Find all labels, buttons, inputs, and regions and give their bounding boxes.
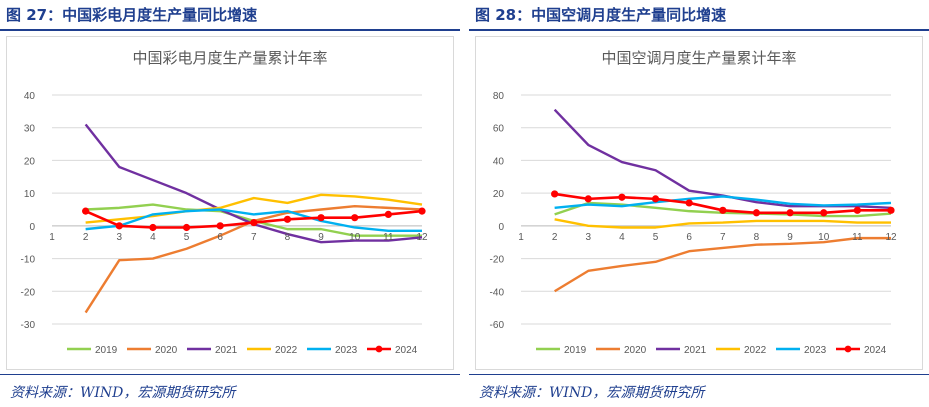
- tv-series-point-2024: [384, 210, 392, 219]
- left-source-note: 资料来源：WIND，宏源期货研究所: [10, 385, 236, 401]
- ac-x-tick-label: 11: [852, 232, 863, 243]
- tv-y-tick-label: 0: [29, 222, 35, 233]
- left-bottom-rule: [0, 374, 460, 375]
- right-chart: 中国空调月度生产量累计年率 -60 -40 -20 0 20 40 60 80 1 2 3 4 5 6 7 8 9…: [475, 36, 923, 370]
- ac-y-tick-label: -20: [490, 255, 505, 266]
- ac-legend-label-2024: 2024: [864, 345, 887, 356]
- tv-x-tick-label: 12: [416, 232, 428, 243]
- ac-series-point-2024: [853, 206, 861, 214]
- left-figure-title: 图 27：中国彩电月度生产量同比增速: [6, 6, 258, 24]
- tv-series-point-2024: [82, 207, 90, 215]
- ac-series-line-2023: [554, 195, 892, 210]
- tv-legend-label-2021: 2021: [215, 345, 238, 356]
- ac-x-tick-label: 8: [754, 232, 760, 243]
- ac-x-tick-label: 4: [619, 232, 625, 243]
- tv-y-tick-label: 20: [24, 156, 36, 167]
- right-figure-title: 图 28：中国空调月度生产量同比增速: [475, 6, 727, 24]
- tv-x-tick-label: 7: [251, 232, 257, 243]
- ac-x-tick-label: 7: [720, 232, 726, 243]
- ac-series-point-2024: [584, 195, 592, 203]
- tv-series-point-2024: [418, 207, 426, 215]
- ac-legend-label-2023: 2023: [804, 345, 827, 356]
- tv-x-tick-label: 4: [150, 232, 156, 243]
- tv-x-tick-label: 2: [83, 232, 89, 243]
- tv-y-tick-label: 30: [24, 124, 36, 135]
- tv-x-tick-label: 5: [184, 232, 190, 243]
- ac-y-tick-label: 0: [498, 222, 504, 233]
- left-figure-panel: 图 27：中国彩电月度生产量同比增速 中国彩电月度生产量累计年率 -30 -20 -1…: [0, 0, 460, 407]
- ac-legend-label-2019: 2019: [564, 345, 587, 356]
- left-chart: 中国彩电月度生产量累计年率 -30 -20 -10 0 10 20 30 40 1 2 3 4 5 6 7 8 9…: [6, 36, 454, 370]
- tv-y-tick-label: 40: [24, 91, 36, 102]
- tv-x-tick-label: 9: [318, 232, 324, 243]
- tv-legend-label-2020: 2020: [155, 345, 178, 356]
- ac-chart-title: 中国空调月度生产量累计年率: [601, 49, 796, 67]
- ac-series-point-2024: [685, 199, 693, 207]
- ac-legend-label-2020: 2020: [624, 345, 647, 356]
- tv-x-tick-label: 1: [49, 232, 55, 243]
- ac-series-point-2024: [752, 209, 761, 217]
- tv-x-tick-label: 8: [285, 232, 291, 243]
- tv-series-point-2024: [317, 214, 325, 222]
- ac-series-point-2024: [820, 209, 828, 217]
- tv-chart-title: 中国彩电月度生产量累计年率: [132, 49, 327, 67]
- right-source-note: 资料来源：WIND，宏源期货研究所: [479, 385, 705, 401]
- ac-series-point-2024: [651, 195, 660, 203]
- tv-legend-label-2022: 2022: [275, 345, 298, 356]
- tv-y-tick-label: -20: [21, 287, 36, 298]
- tv-y-tick-label: 10: [24, 189, 36, 200]
- ac-x-tick-label: 1: [518, 232, 524, 243]
- tv-series-point-2024: [182, 223, 191, 232]
- right-figure-panel: 图 28：中国空调月度生产量同比增速 中国空调月度生产量累计年率 -60 -40 -2…: [469, 0, 929, 407]
- ac-legend-marker: [844, 345, 852, 353]
- tv-x-tick-label: 3: [116, 232, 122, 243]
- ac-legend-label-2021: 2021: [684, 345, 707, 356]
- ac-y-tick-label: 20: [493, 189, 505, 200]
- ac-x-tick-label: 12: [885, 232, 897, 243]
- ac-y-tick-label: 40: [493, 156, 505, 167]
- ac-y-tick-label: 80: [493, 91, 505, 102]
- left-title-rule: [0, 29, 460, 31]
- tv-x-tick-label: 10: [349, 232, 361, 243]
- tv-series-point-2024: [216, 222, 224, 230]
- ac-x-tick-label: 9: [787, 232, 793, 243]
- ac-series-point-2024: [786, 209, 794, 217]
- ac-series-point-2024: [551, 190, 559, 198]
- tv-series-point-2024: [283, 215, 292, 223]
- ac-x-tick-label: 10: [818, 232, 830, 243]
- tv-legend-label-2023: 2023: [335, 345, 358, 356]
- ac-series-point-2024: [719, 206, 727, 214]
- right-title-rule: [469, 29, 929, 31]
- tv-y-tick-label: -30: [21, 320, 36, 331]
- tv-x-tick-label: 6: [217, 232, 223, 243]
- ac-legend-label-2022: 2022: [744, 345, 767, 356]
- ac-series-point-2024: [618, 193, 626, 201]
- ac-x-tick-label: 6: [686, 232, 692, 243]
- tv-y-tick-label: -10: [21, 255, 36, 266]
- tv-legend-label-2019: 2019: [95, 345, 118, 356]
- tv-legend-label-2024: 2024: [395, 345, 418, 356]
- ac-series-line-2022: [554, 218, 891, 229]
- ac-y-tick-label: 60: [493, 124, 505, 135]
- ac-x-tick-label: 3: [585, 232, 591, 243]
- ac-series-point-2024: [887, 206, 895, 214]
- ac-x-tick-label: 2: [552, 232, 558, 243]
- tv-series-point-2024: [250, 218, 258, 227]
- tv-series-point-2024: [149, 223, 157, 232]
- ac-series-line-2020: [554, 236, 891, 293]
- tv-series-point-2024: [351, 214, 359, 222]
- tv-series-line-2022: [85, 193, 423, 224]
- ac-y-tick-label: -60: [490, 320, 505, 331]
- ac-x-tick-label: 5: [653, 232, 659, 243]
- ac-y-tick-label: -40: [490, 287, 505, 298]
- tv-series-point-2024: [115, 222, 123, 230]
- tv-x-tick-label: 11: [383, 232, 394, 243]
- tv-series-line-2023: [85, 208, 422, 232]
- right-bottom-rule: [469, 374, 929, 375]
- tv-legend-marker: [375, 345, 383, 353]
